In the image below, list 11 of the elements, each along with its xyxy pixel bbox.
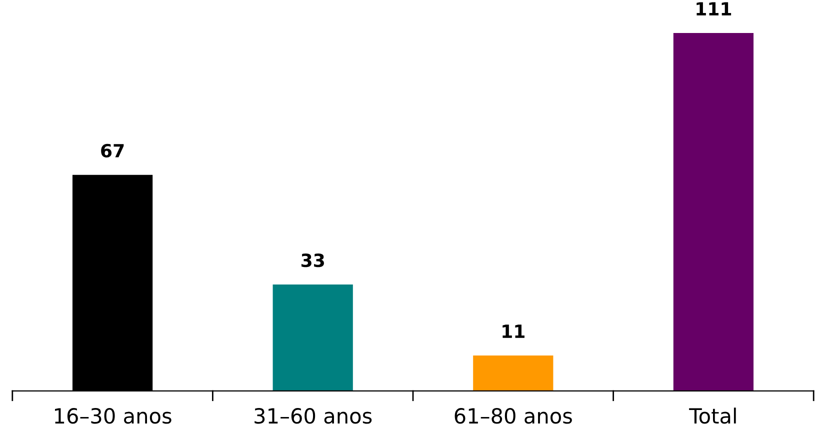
data-label: 67	[101, 144, 124, 158]
data-label: 11	[502, 324, 524, 338]
bar	[272, 284, 353, 391]
bar	[473, 355, 554, 391]
data-label: 111	[696, 2, 732, 16]
x-tick-label: 31–60 anos	[254, 408, 372, 424]
x-tick-label: Total	[689, 408, 736, 424]
x-tick-label: 16–30 anos	[55, 408, 172, 424]
data-label: 33	[301, 254, 324, 268]
bar	[673, 33, 754, 391]
x-tick-label: 61–80 anos	[454, 408, 572, 424]
